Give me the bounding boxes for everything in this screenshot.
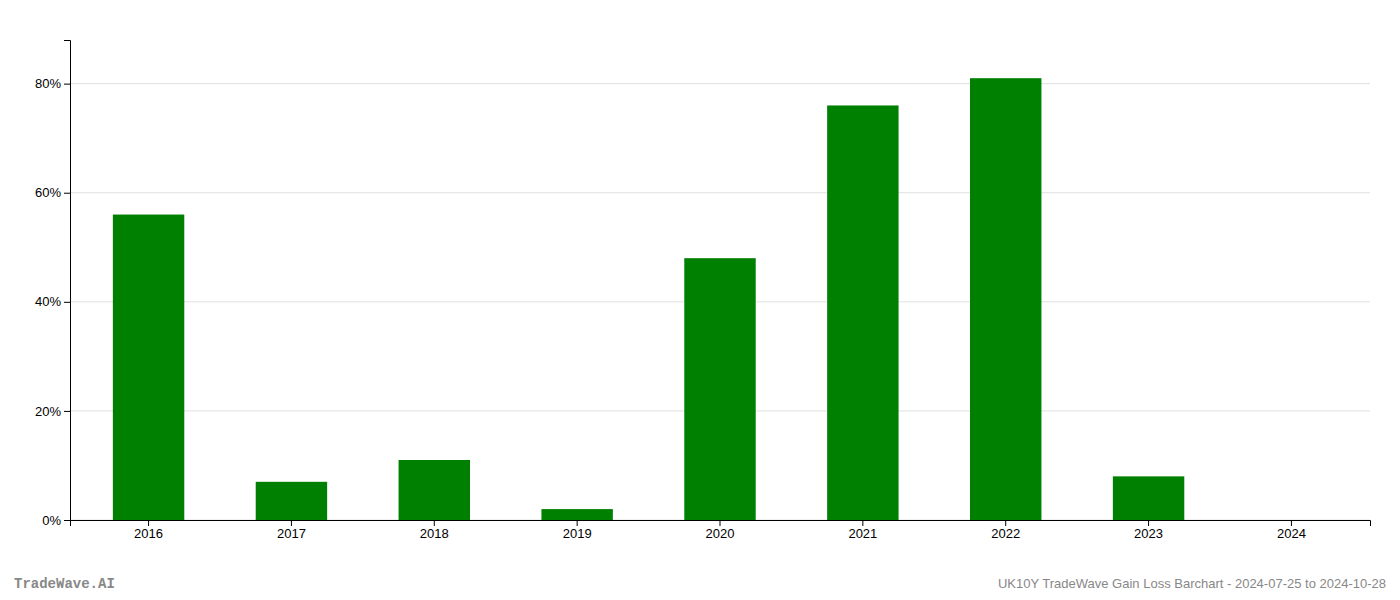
y-tick-mark: [64, 302, 70, 303]
y-tick-mark: [64, 84, 70, 85]
bar: [684, 258, 755, 520]
x-tick: 2023: [1134, 520, 1163, 541]
x-tick-label: 2023: [1134, 526, 1163, 541]
x-tick-label: 2024: [1277, 526, 1306, 541]
y-tick: 20%: [35, 404, 70, 419]
bar: [113, 215, 184, 520]
x-tick-mark: [291, 520, 292, 526]
grid-line: [70, 192, 1370, 193]
grid-line: [70, 83, 1370, 84]
x-axis: 2016 2017 2018 2019 2020 2021 2022 2023 2024: [71, 520, 1371, 541]
chart-svg: 0%20%40%60%80%20162017201820192020202120…: [0, 0, 1400, 600]
x-tick: 2020: [706, 520, 735, 541]
y-tick-mark: [64, 411, 70, 412]
x-tick-label: 2016: [134, 526, 163, 541]
bar: [1256, 520, 1327, 521]
y-tick: 40%: [35, 294, 70, 309]
x-tick: 2017: [277, 520, 306, 541]
bar: [399, 460, 470, 520]
chart-container: 0%20%40%60%80%20162017201820192020202120…: [0, 0, 1400, 600]
bar: [970, 78, 1041, 520]
x-tick-mark: [434, 520, 435, 526]
y-tick: 60%: [35, 185, 70, 200]
x-tick: 2016: [134, 520, 163, 541]
x-tick: 2022: [991, 520, 1020, 541]
y-tick: 80%: [35, 76, 70, 91]
bars: [113, 78, 1184, 520]
y-tick-label: 40%: [35, 294, 61, 309]
y-tick-mark: [64, 193, 70, 194]
y-tick: 0%: [42, 513, 70, 528]
x-tick-mark: [720, 520, 721, 526]
x-tick-label: 2017: [277, 526, 306, 541]
x-tick: 2019: [563, 520, 592, 541]
bar: [827, 105, 898, 520]
annotation: UK10Y TradeWave Gain Loss Barchart - 202…: [998, 576, 1386, 591]
y-axis-line: [64, 41, 71, 521]
bar: [541, 509, 612, 520]
y-tick-label: 80%: [35, 76, 61, 91]
x-tick-mark: [577, 520, 578, 526]
bar: [256, 482, 327, 520]
y-axis: 0% 20% 40% 60% 80%: [35, 41, 71, 528]
x-tick: 2018: [420, 520, 449, 541]
y-tick-label: 60%: [35, 185, 61, 200]
x-tick-label: 2018: [420, 526, 449, 541]
annotation: TradeWave.AI: [14, 576, 115, 592]
x-tick-label: 2019: [563, 526, 592, 541]
y-tick-label: 20%: [35, 404, 61, 419]
grid: [70, 84, 1370, 520]
y-tick-label: 0%: [42, 513, 61, 528]
x-tick: 2021: [848, 520, 877, 541]
bar: [1113, 476, 1184, 520]
x-tick-label: 2022: [991, 526, 1020, 541]
y-tick-mark: [64, 520, 70, 521]
plot-area: 0%20%40%60%80%20162017201820192020202120…: [35, 41, 1371, 542]
x-tick-mark: [148, 520, 149, 526]
x-tick-mark: [1005, 520, 1006, 526]
x-tick-label: 2020: [706, 526, 735, 541]
x-tick-mark: [1291, 520, 1292, 526]
x-tick-mark: [1148, 520, 1149, 526]
x-tick-label: 2021: [848, 526, 877, 541]
x-tick: 2024: [1277, 520, 1306, 541]
x-axis-line: [71, 521, 1371, 527]
x-tick-mark: [862, 520, 863, 526]
